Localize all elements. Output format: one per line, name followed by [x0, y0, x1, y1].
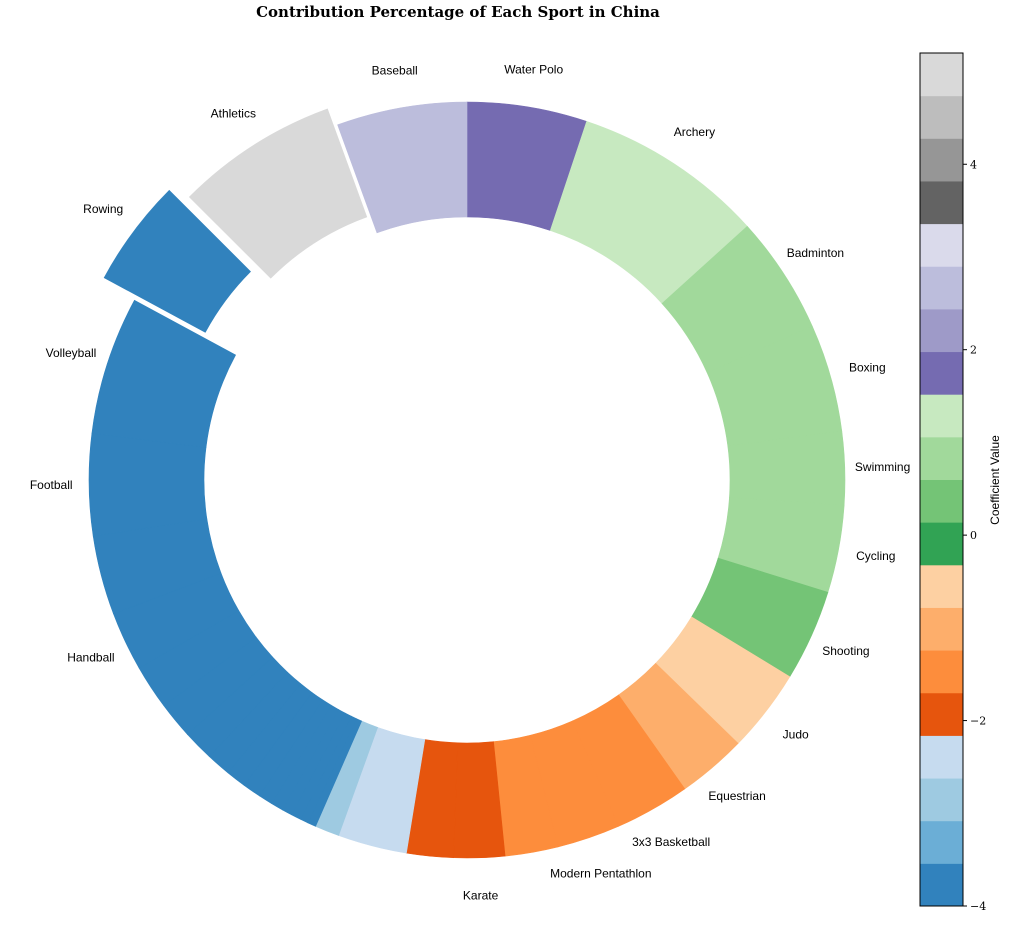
colorbar-cell-9	[920, 479, 963, 523]
colorbar-cell-14	[920, 266, 963, 310]
label-water-polo: Water Polo	[504, 63, 563, 77]
label-football: Football	[30, 478, 73, 492]
label-karate-2: Karate	[463, 889, 499, 903]
colorbar-cell-2	[920, 778, 963, 822]
colorbar-cell-1	[920, 820, 963, 864]
slice-rowing	[103, 189, 252, 333]
colorbar-tick-label-1: −2	[970, 715, 986, 728]
colorbar-cell-13	[920, 308, 963, 353]
chart-title: Contribution Percentage of Each Sport in…	[256, 3, 660, 21]
label-cycling: Cycling	[856, 549, 895, 563]
slice-labels: Water Polo Archery Badminton Boxing Swimming…	[30, 63, 910, 903]
label-volleyball: Volleyball	[46, 346, 97, 360]
colorbar-tick-label-2: 0	[970, 529, 977, 542]
slice-baseball	[337, 101, 468, 234]
colorbar-cell-8	[920, 522, 963, 566]
colorbar-cell-19	[920, 53, 963, 97]
slice-volleyball	[91, 299, 237, 448]
colorbar-tick-label-0: −4	[970, 900, 986, 913]
colorbar-cell-10	[920, 436, 963, 480]
colorbar-cell-7	[920, 564, 963, 608]
colorbar-cell-4	[920, 692, 963, 736]
colorbar-cell-16	[920, 180, 963, 225]
label-judo: Judo	[783, 728, 809, 742]
label-badminton: Badminton	[787, 246, 844, 260]
colorbar-cell-11	[920, 394, 963, 438]
label-rowing: Rowing	[83, 202, 123, 216]
label-handball: Handball	[67, 650, 114, 664]
label-athletics: Athletics	[211, 107, 256, 121]
colorbar-cell-3	[920, 735, 963, 779]
colorbar-cell-18	[920, 95, 963, 139]
colorbar-tick-label-4: 4	[970, 158, 977, 171]
slice-football	[88, 432, 208, 537]
label-modern-pentathlon: Modern Pentathlon	[550, 867, 651, 881]
colorbar-tick-label-3: 2	[970, 344, 977, 357]
colorbar-label: Coefficient Value	[988, 435, 1002, 525]
label-boxing: Boxing	[849, 360, 886, 374]
colorbar-cell-17	[920, 138, 963, 182]
label-3x3-basketball: 3x3 Basketball	[632, 835, 710, 849]
label-swimming: Swimming	[855, 460, 910, 474]
colorbar-frame	[919, 52, 964, 907]
colorbar-cell-5	[920, 650, 963, 694]
label-baseball: Baseball	[372, 64, 418, 78]
label-shooting: Shooting	[822, 644, 869, 658]
label-equestrian: Equestrian	[708, 789, 765, 803]
colorbar-cell-0	[920, 863, 963, 907]
colorbar-cell-15	[920, 223, 963, 267]
colorbar: −4 −2 0 2 4 Coefficient Value	[919, 52, 1002, 913]
colorbar-cell-6	[920, 607, 963, 651]
slice-athletics	[188, 108, 368, 279]
donut-slices	[88, 101, 846, 859]
label-archery: Archery	[674, 125, 715, 139]
colorbar-cell-12	[920, 351, 963, 395]
